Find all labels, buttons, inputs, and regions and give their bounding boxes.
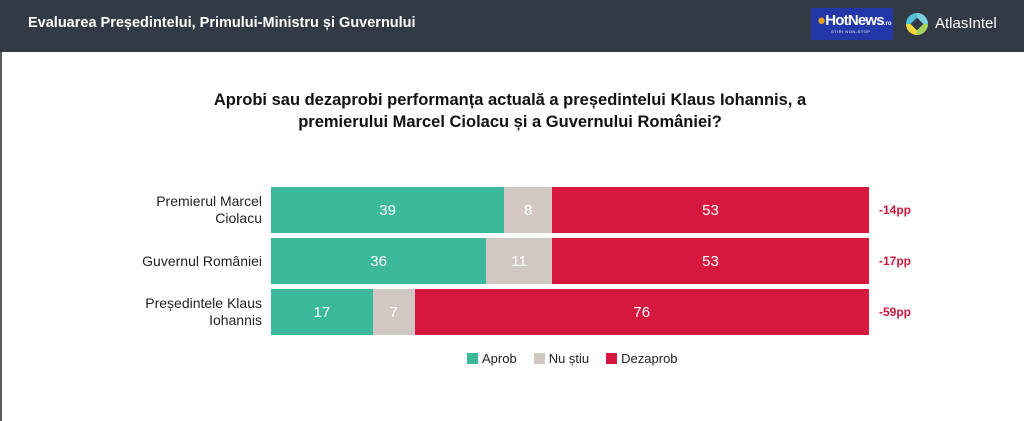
legend-item-disapprove: Dezaprob [606, 351, 678, 366]
category-label-line: Ciolacu [215, 210, 262, 226]
bar-segment-disapprove: 53 [552, 238, 869, 284]
bar-segment-approve: 36 [271, 238, 487, 284]
legend-swatch-approve [467, 353, 478, 364]
bar-value-label: 76 [633, 303, 651, 321]
net-approval-label: -14pp [879, 203, 912, 217]
bar-segment-disapprove: 53 [552, 187, 869, 233]
net-approval-label: -17pp [879, 254, 912, 268]
chart-legend: Aprob Nu știu Dezaprob [467, 351, 695, 366]
legend-item-dont-know: Nu știu [533, 351, 590, 366]
bar-value-label: 39 [379, 201, 396, 219]
bar-segment-disapprove: 76 [414, 289, 869, 335]
bar-segment-dont-know: 11 [486, 238, 553, 284]
atlasintel-logo-text: AtlasIntel [935, 15, 997, 32]
bar-value-label: 17 [313, 303, 331, 321]
hotnews-tagline: STIRI NON-STOP [831, 29, 871, 34]
bar-value-label: 53 [702, 201, 719, 219]
header-bar: Evaluarea Președintelui, Primului-Minist… [0, 0, 1024, 52]
bar-segment-dont-know: 7 [372, 289, 415, 335]
category-label: Președintele Klaus Iohannis [145, 295, 262, 329]
atlasintel-logo-icon [906, 13, 928, 35]
legend-swatch-disapprove [606, 353, 618, 364]
chart-title: Aprobi sau dezaprobi performanța actuală… [213, 91, 807, 131]
category-label-line: Iohannis [209, 312, 262, 328]
bar-segment-dont-know: 8 [504, 187, 553, 233]
category-label-line: Premierul Marcel [156, 193, 262, 209]
hotnews-logo-suffix: .ro [883, 21, 892, 27]
hotnews-logo: ●HotNews.ro STIRI NON-STOP [811, 8, 893, 40]
bar-value-label: 8 [523, 201, 533, 219]
left-border [0, 52, 2, 421]
category-label: Premierul Marcel Ciolacu [156, 193, 262, 227]
legend-label-disapprove: Dezaprob [621, 351, 678, 366]
hotnews-sun-icon: ● [817, 12, 826, 29]
bar-value-label: 53 [702, 252, 719, 270]
bar-segment-approve: 17 [271, 289, 373, 335]
category-label: Guvernul României [142, 253, 262, 270]
legend-label-approve: Aprob [482, 351, 517, 366]
bar-value-label: 36 [370, 252, 387, 270]
hotnews-logo-text: HotNews [825, 12, 884, 29]
legend-label-dont-know: Nu știu [548, 351, 590, 366]
category-label-line: Președintele Klaus [145, 295, 262, 311]
bar-segment-approve: 39 [271, 187, 505, 233]
category-label-line: Guvernul României [142, 252, 262, 269]
legend-swatch-dont-know [533, 353, 545, 364]
page-title: Evaluarea Președintelui, Primului-Minist… [28, 15, 416, 31]
bar-value-label: 11 [511, 252, 527, 270]
legend-item-approve: Aprob [467, 351, 517, 366]
bar-value-label: 7 [389, 303, 398, 321]
net-approval-label: -59pp [879, 305, 912, 319]
